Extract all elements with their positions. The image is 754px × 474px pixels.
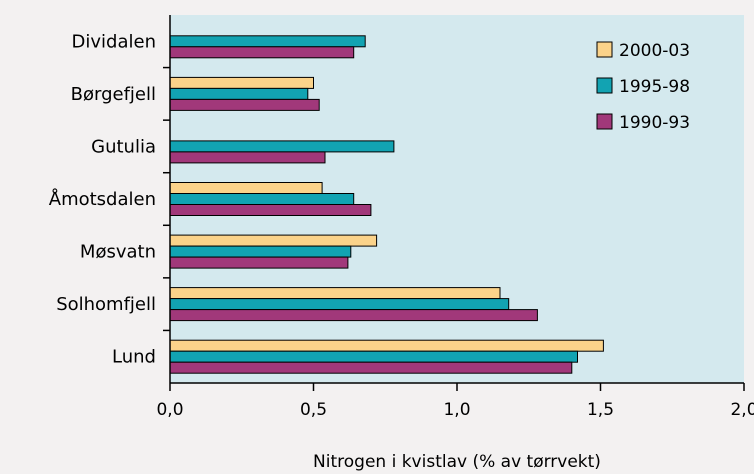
category-label: Børgefjell [71, 84, 156, 105]
legend-swatch [596, 113, 613, 130]
category-label: Møsvatn [80, 242, 156, 263]
legend-swatch [596, 41, 613, 58]
x-tick-label: 1,5 [587, 400, 614, 420]
legend-label: 2000-03 [619, 41, 690, 61]
category-label: Lund [112, 347, 156, 368]
bar [169, 361, 573, 374]
bar [169, 35, 366, 48]
bar [169, 256, 349, 269]
x-tick-label: 0,0 [156, 400, 183, 420]
bar [169, 98, 320, 111]
bar [169, 245, 352, 258]
bar [169, 287, 501, 300]
bar [169, 182, 323, 194]
legend-label: 1995-98 [619, 77, 690, 97]
category-label: Dividalen [72, 31, 156, 52]
bar [169, 76, 314, 89]
x-axis-title: Nitrogen i kvistlav (% av tørrvekt) [313, 452, 601, 472]
x-tick-label: 2,0 [730, 400, 754, 420]
bar [169, 350, 578, 363]
category-label: Gutulia [91, 136, 156, 157]
bar [169, 46, 355, 59]
category-label: Åmotsdalen [49, 188, 156, 210]
bar [169, 298, 510, 311]
bar [169, 140, 395, 153]
legend-swatch [596, 77, 613, 94]
bar [169, 87, 309, 100]
bar [169, 234, 378, 247]
legend: 2000-03 1995-98 1990-93 [596, 41, 690, 133]
bar [169, 151, 326, 164]
bar [169, 309, 538, 322]
legend-label: 1990-93 [619, 113, 690, 133]
category-label: Solhomfjell [56, 294, 156, 315]
bar [169, 339, 604, 352]
bar [169, 193, 355, 205]
x-tick-label: 1,0 [443, 400, 470, 420]
bar [169, 204, 372, 216]
x-tick-label: 0,5 [300, 400, 327, 420]
